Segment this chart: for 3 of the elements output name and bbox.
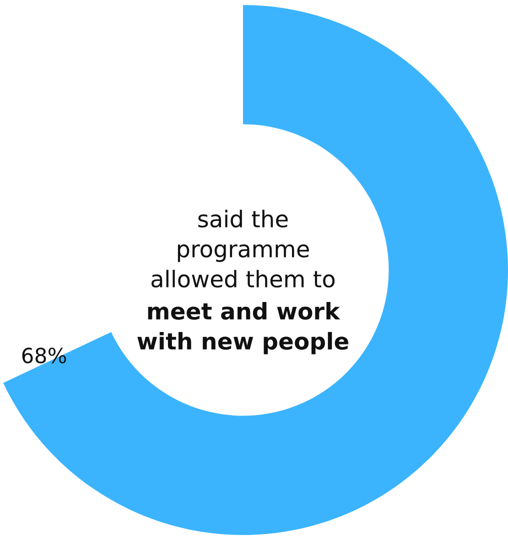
data-label: 68% (22, 348, 66, 364)
text: meet and work with new people (137, 302, 348, 354)
text: said the programme allowed them to (152, 210, 335, 288)
